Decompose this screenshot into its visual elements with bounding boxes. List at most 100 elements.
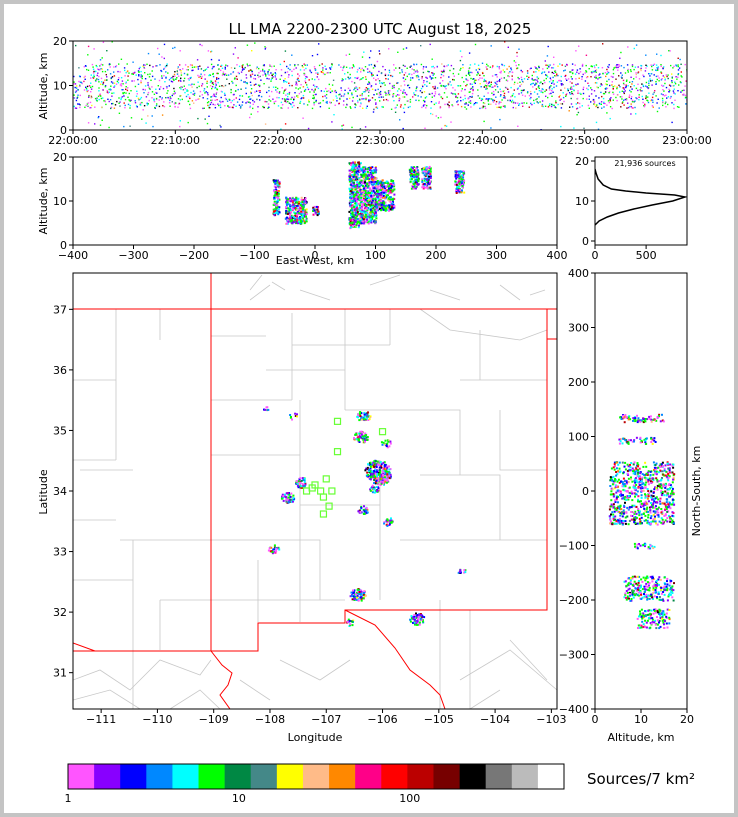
- east-west-source: [413, 184, 416, 187]
- time-height-source: [532, 86, 534, 88]
- east-west-source: [382, 208, 385, 211]
- east-west-source: [278, 211, 281, 214]
- time-height-source: [224, 94, 226, 96]
- time-height-source: [632, 107, 634, 109]
- time-height-source: [79, 75, 81, 78]
- east-west-source: [392, 183, 395, 186]
- time-height-source: [188, 84, 190, 86]
- time-height-source: [475, 102, 477, 104]
- time-height-source: [324, 65, 326, 67]
- time-height-source: [474, 79, 476, 82]
- time-height-source: [533, 71, 535, 73]
- time-height-source: [369, 71, 371, 74]
- time-height-source: [179, 69, 181, 71]
- plan-view-source: [296, 484, 299, 487]
- time-height-source: [521, 94, 524, 96]
- east-west-source: [429, 168, 432, 171]
- time-height-source: [126, 63, 128, 65]
- time-height-source: [221, 67, 224, 69]
- time-height-source: [488, 82, 490, 84]
- time-height-source: [443, 65, 446, 68]
- plan-view-source: [365, 415, 368, 418]
- east-west-source: [356, 173, 359, 176]
- time-height-source: [398, 67, 401, 69]
- east-west-source: [366, 194, 369, 197]
- time-height-source: [153, 98, 155, 100]
- time-height-source: [235, 78, 237, 80]
- time-height-source: [120, 85, 123, 87]
- x-tick-label: 300: [486, 249, 507, 262]
- plan-view-source: [377, 489, 380, 492]
- east-west-source: [366, 221, 369, 224]
- time-height-source: [242, 64, 244, 66]
- east-west-source: [289, 220, 292, 223]
- time-height-source: [161, 77, 163, 79]
- time-height-source: [149, 73, 151, 75]
- time-height-source: [379, 82, 381, 84]
- time-height-source: [484, 102, 486, 105]
- east-west-source: [428, 182, 431, 185]
- time-height-source: [163, 67, 166, 70]
- time-height-source: [654, 90, 656, 92]
- plan-view-source: [363, 413, 366, 416]
- east-west-source: [275, 189, 278, 191]
- east-west-source: [388, 204, 391, 207]
- time-height-source: [645, 95, 647, 97]
- time-height-source: [170, 97, 172, 100]
- time-height-source: [418, 78, 420, 81]
- plan-view-source: [382, 471, 385, 474]
- time-height-source: [342, 124, 345, 126]
- east-west-source: [349, 204, 352, 207]
- time-height-source: [398, 99, 400, 102]
- time-height-source: [526, 102, 528, 104]
- time-height-source: [668, 91, 670, 93]
- time-height-source: [402, 48, 405, 50]
- time-height-source: [125, 81, 127, 83]
- time-height-source: [546, 76, 549, 78]
- x-tick-label: 100: [365, 249, 386, 262]
- time-height-source: [161, 56, 163, 58]
- east-west-source: [366, 213, 369, 216]
- time-height-source: [365, 97, 367, 100]
- time-height-source: [344, 89, 346, 91]
- time-height-source: [637, 89, 639, 92]
- time-height-source: [388, 93, 391, 96]
- time-height-source: [440, 96, 442, 98]
- time-height-source: [103, 100, 105, 102]
- time-height-source: [341, 125, 343, 127]
- time-height-source: [173, 87, 175, 90]
- plan-view-source: [357, 438, 360, 441]
- east-west-source: [379, 184, 382, 187]
- time-height-source: [399, 106, 402, 108]
- east-west-source: [421, 168, 424, 171]
- time-height-source: [211, 87, 213, 90]
- time-height-source: [395, 106, 397, 109]
- time-height-source: [564, 65, 567, 67]
- time-height-source: [463, 81, 465, 83]
- east-west-source: [276, 209, 278, 212]
- time-height-source: [409, 98, 412, 101]
- east-west-source: [388, 209, 390, 212]
- time-height-source: [198, 85, 200, 88]
- time-height-source: [87, 69, 90, 71]
- time-height-source: [153, 93, 156, 95]
- time-height-source: [502, 69, 504, 71]
- time-height-source: [572, 93, 574, 96]
- east-west-source: [274, 209, 277, 212]
- time-height-source: [450, 121, 452, 123]
- time-height-source: [620, 51, 622, 54]
- time-height-source: [222, 71, 225, 73]
- time-height-source: [198, 75, 201, 78]
- east-west-source: [366, 195, 368, 198]
- time-height-source: [361, 94, 363, 96]
- time-height-source: [378, 96, 380, 99]
- east-west-source: [273, 202, 276, 205]
- plan-view-source: [364, 469, 367, 472]
- time-height-source: [97, 72, 99, 74]
- time-height-source: [281, 87, 283, 89]
- east-west-source: [294, 221, 297, 224]
- time-height-source: [370, 86, 372, 88]
- east-west-source: [410, 187, 413, 190]
- time-height-source: [97, 68, 99, 70]
- time-height-source: [452, 68, 455, 70]
